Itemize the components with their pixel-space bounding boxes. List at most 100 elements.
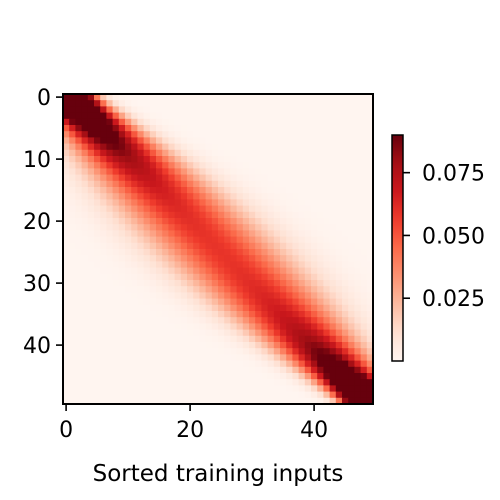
heatmap-cell: [366, 118, 374, 126]
heatmap-cell: [211, 379, 219, 386]
heatmap-cell: [131, 311, 138, 318]
heatmap-cell: [87, 360, 95, 368]
heatmap-cell: [94, 94, 101, 101]
heatmap-cell: [267, 143, 275, 151]
heatmap-cell: [249, 261, 256, 269]
heatmap-cell: [366, 311, 374, 318]
heatmap-cell: [81, 174, 89, 182]
heatmap-cell: [174, 366, 182, 374]
heatmap-cell: [199, 348, 207, 355]
heatmap-cell: [273, 187, 281, 194]
heatmap-cell: [317, 379, 324, 386]
heatmap-cell: [125, 360, 132, 368]
heatmap-cell: [180, 348, 188, 355]
heatmap-cell: [335, 193, 343, 200]
heatmap-cell: [69, 335, 76, 343]
x-axis: 0 20 40: [59, 404, 328, 443]
heatmap-cell: [317, 242, 324, 250]
heatmap-cell: [304, 211, 312, 219]
heatmap-cell: [156, 193, 163, 200]
heatmap-cell: [317, 373, 324, 380]
heatmap-cell: [125, 236, 132, 244]
heatmap-cell: [100, 162, 107, 169]
heatmap-cell: [205, 156, 213, 163]
heatmap-cell: [143, 329, 151, 337]
heatmap-cell: [87, 342, 95, 349]
heatmap-cell: [348, 298, 355, 306]
heatmap-cell: [94, 205, 101, 213]
heatmap-cell: [193, 323, 200, 331]
heatmap-cell: [286, 317, 293, 324]
heatmap-cell: [75, 224, 83, 231]
heatmap-cell: [317, 174, 324, 182]
heatmap-cell: [329, 100, 337, 107]
heatmap-cell: [94, 224, 101, 231]
heatmap-cell: [255, 230, 262, 238]
heatmap-cell: [298, 379, 306, 386]
heatmap-cell: [193, 118, 200, 126]
heatmap-cell: [174, 329, 182, 337]
heatmap-cell: [187, 230, 194, 238]
heatmap-cell: [261, 211, 269, 219]
heatmap-cell: [81, 292, 89, 300]
heatmap-cell: [342, 329, 349, 337]
heatmap-cell: [360, 94, 368, 101]
heatmap-cell: [242, 335, 250, 343]
heatmap-cell: [311, 180, 318, 188]
heatmap-cell: [143, 162, 151, 169]
heatmap-cell: [162, 354, 169, 362]
heatmap-cell: [125, 193, 132, 200]
heatmap-cell: [218, 112, 225, 120]
heatmap-cell: [205, 187, 213, 194]
heatmap-cell: [261, 335, 269, 343]
heatmap-cell: [106, 131, 114, 138]
heatmap-cell: [342, 211, 349, 219]
heatmap-cell: [329, 162, 337, 169]
heatmap-cell: [348, 224, 355, 231]
heatmap-cell: [292, 168, 300, 176]
heatmap-cell: [342, 286, 349, 293]
heatmap-cell: [199, 137, 207, 145]
heatmap-cell: [366, 131, 374, 138]
heatmap-cell: [261, 180, 269, 188]
heatmap-cell: [267, 168, 275, 176]
heatmap-cell: [106, 354, 114, 362]
heatmap-cell: [180, 193, 188, 200]
heatmap-cell: [298, 106, 306, 114]
heatmap-cell: [236, 236, 244, 244]
heatmap-cell: [143, 193, 151, 200]
heatmap-cell: [187, 360, 194, 368]
heatmap-cell: [348, 267, 355, 275]
heatmap-cell: [261, 249, 269, 256]
heatmap-cell: [261, 379, 269, 386]
heatmap-cell: [69, 242, 76, 250]
heatmap-cell: [118, 193, 126, 200]
heatmap-cell: [280, 100, 287, 107]
heatmap-cell: [162, 112, 169, 120]
heatmap-cell: [137, 236, 145, 244]
heatmap-cell: [348, 94, 355, 101]
heatmap-cell: [230, 323, 238, 331]
heatmap-cell: [180, 199, 188, 207]
heatmap-cell: [261, 156, 269, 163]
heatmap-cell: [342, 267, 349, 275]
heatmap-cell: [311, 230, 318, 238]
heatmap-cell: [335, 354, 343, 362]
heatmap-cell: [335, 118, 343, 126]
heatmap-cell: [63, 385, 70, 393]
heatmap-cell: [292, 298, 300, 306]
heatmap-cell: [224, 125, 231, 132]
heatmap-cell: [211, 360, 219, 368]
heatmap-cell: [100, 385, 107, 393]
heatmap-cell: [286, 391, 293, 399]
heatmap-cell: [137, 100, 145, 107]
heatmap-cell: [143, 242, 151, 250]
heatmap-cell: [81, 298, 89, 306]
heatmap-cell: [69, 329, 76, 337]
heatmap-cell: [311, 112, 318, 120]
heatmap-cell: [298, 218, 306, 225]
heatmap-cell: [273, 162, 281, 169]
heatmap-cell: [193, 230, 200, 238]
heatmap-cell: [236, 125, 244, 132]
heatmap-cell: [342, 230, 349, 238]
